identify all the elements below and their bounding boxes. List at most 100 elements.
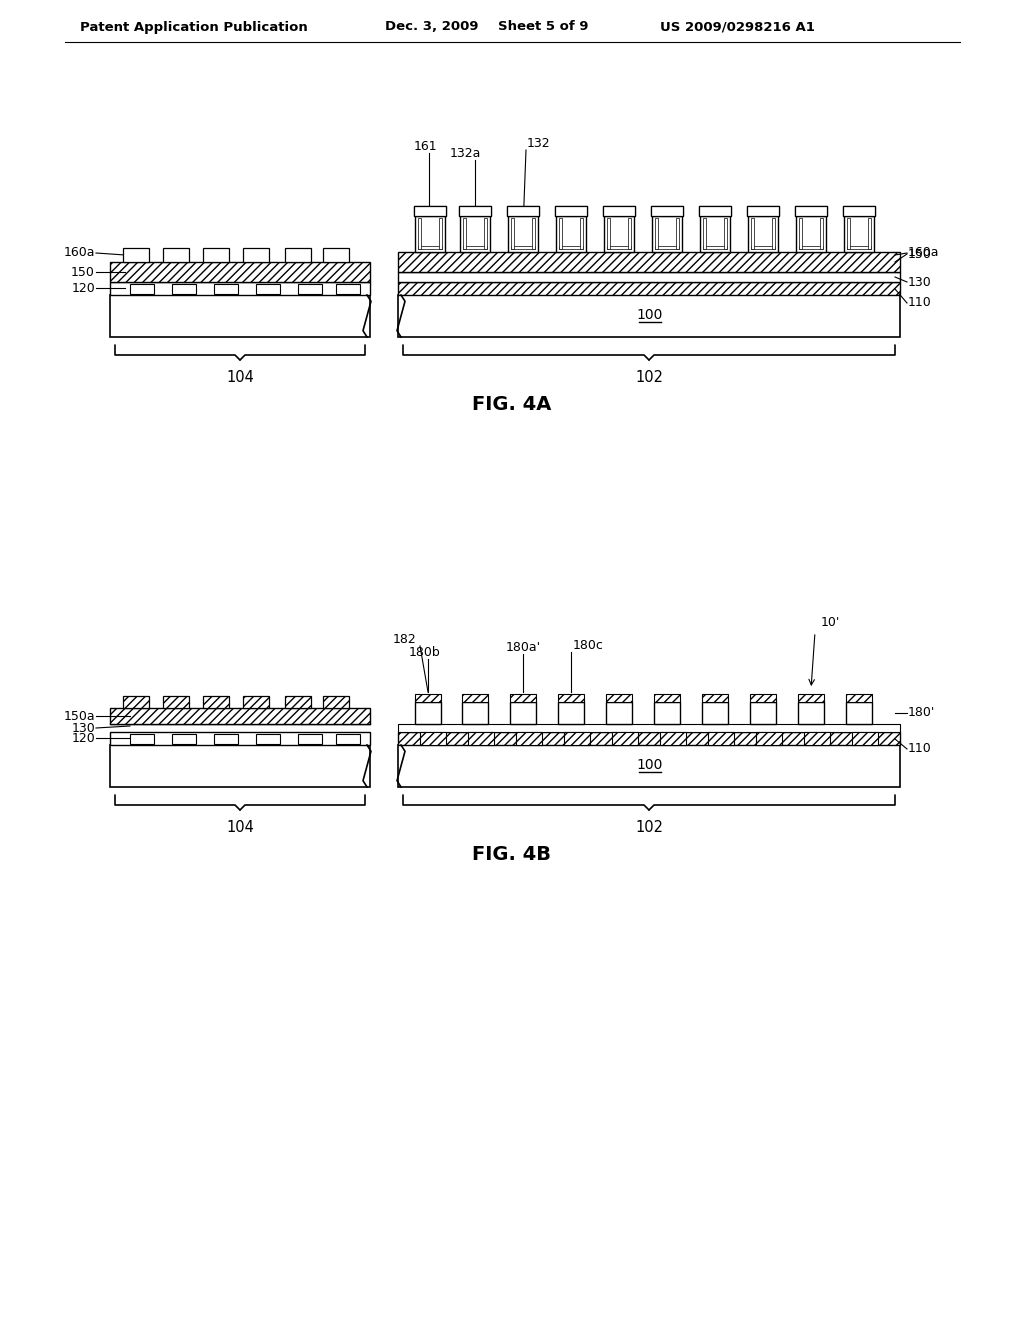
Bar	[256, 734, 280, 744]
Text: 110: 110	[908, 742, 932, 755]
Bar	[748, 216, 778, 252]
Bar	[398, 282, 900, 294]
Text: 180b: 180b	[410, 645, 441, 659]
Bar	[558, 702, 584, 723]
Bar	[516, 733, 542, 744]
Bar	[795, 206, 827, 216]
Text: 130: 130	[908, 276, 932, 289]
Bar	[398, 744, 900, 787]
Bar	[110, 744, 370, 787]
Bar	[462, 702, 488, 723]
Bar	[702, 702, 728, 723]
Bar	[532, 218, 535, 249]
Bar	[702, 694, 728, 702]
Bar	[796, 216, 826, 252]
Bar	[484, 218, 487, 249]
Bar	[510, 694, 536, 702]
Bar	[603, 206, 635, 216]
Bar	[751, 246, 775, 249]
Text: 160a: 160a	[63, 247, 95, 260]
Text: 130: 130	[72, 722, 95, 734]
Bar	[110, 294, 370, 337]
Bar	[607, 218, 610, 249]
Bar	[651, 206, 683, 216]
Bar	[654, 702, 680, 723]
Bar	[628, 218, 631, 249]
Bar	[110, 261, 370, 282]
Bar	[285, 248, 311, 261]
Bar	[130, 284, 154, 294]
Bar	[556, 216, 586, 252]
Bar	[414, 206, 446, 216]
Bar	[843, 206, 874, 216]
Bar	[323, 248, 349, 261]
Bar	[110, 733, 370, 744]
Bar	[398, 252, 900, 272]
Bar	[418, 218, 421, 249]
Bar	[612, 733, 638, 744]
Bar	[203, 248, 229, 261]
Bar	[415, 216, 445, 252]
Text: 120: 120	[72, 281, 95, 294]
Text: 132: 132	[526, 137, 550, 150]
Bar	[604, 216, 634, 252]
Bar	[559, 246, 583, 249]
Text: FIG. 4B: FIG. 4B	[472, 846, 552, 865]
Bar	[110, 282, 370, 294]
Text: 104: 104	[226, 820, 254, 834]
Bar	[415, 694, 441, 702]
Bar	[163, 248, 189, 261]
Bar	[130, 734, 154, 744]
Text: US 2009/0298216 A1: US 2009/0298216 A1	[660, 21, 815, 33]
Bar	[655, 246, 679, 249]
Bar	[243, 696, 269, 708]
Bar	[418, 246, 442, 249]
Bar	[846, 702, 872, 723]
Text: 110: 110	[908, 297, 932, 309]
Bar	[847, 218, 850, 249]
Bar	[510, 702, 536, 723]
Bar	[607, 246, 631, 249]
Bar	[750, 694, 776, 702]
Text: Patent Application Publication: Patent Application Publication	[80, 21, 308, 33]
Bar	[580, 218, 583, 249]
Bar	[703, 218, 706, 249]
Bar	[414, 206, 446, 216]
Bar	[652, 216, 682, 252]
Text: 102: 102	[635, 820, 663, 834]
Bar	[847, 246, 871, 249]
Bar	[256, 284, 280, 294]
Bar	[214, 734, 238, 744]
Bar	[298, 734, 322, 744]
Bar	[703, 246, 727, 249]
Bar	[507, 206, 539, 216]
Bar	[843, 206, 874, 216]
Bar	[660, 733, 686, 744]
Text: 150: 150	[71, 265, 95, 279]
Bar	[654, 694, 680, 702]
Bar	[123, 248, 150, 261]
Bar	[804, 733, 830, 744]
Bar	[468, 733, 494, 744]
Bar	[700, 216, 730, 252]
Bar	[508, 216, 538, 252]
Bar	[746, 206, 779, 216]
Bar	[336, 734, 360, 744]
Bar	[463, 218, 466, 249]
Text: 104: 104	[226, 370, 254, 384]
Bar	[214, 284, 238, 294]
Bar	[868, 218, 871, 249]
Bar	[507, 206, 539, 216]
Bar	[751, 218, 754, 249]
Text: 180': 180'	[908, 706, 935, 719]
Bar	[463, 246, 487, 249]
Bar	[439, 218, 442, 249]
Text: 100: 100	[637, 308, 664, 322]
Bar	[852, 733, 878, 744]
Bar	[460, 216, 490, 252]
Bar	[799, 218, 802, 249]
Bar	[511, 218, 514, 249]
Bar	[846, 694, 872, 702]
Text: 180c: 180c	[572, 639, 603, 652]
Bar	[285, 696, 311, 708]
